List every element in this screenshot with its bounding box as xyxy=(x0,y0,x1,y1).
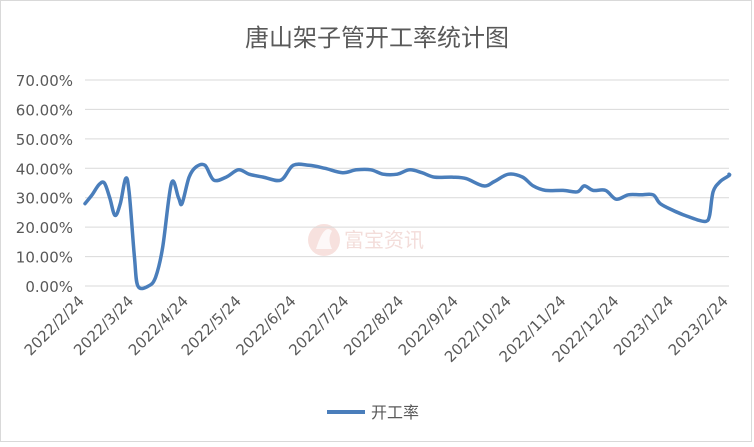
watermark-text: 富宝资讯 xyxy=(344,228,424,252)
watermark-logo-icon xyxy=(308,224,340,256)
y-tick-label: 60.00% xyxy=(16,101,73,119)
y-axis-tick-labels: 0.00% 10.00% 20.00% 30.00% 40.00% 50.00% 60.00… xyxy=(16,72,73,296)
series-line-0 xyxy=(83,162,732,291)
y-tick-label: 20.00% xyxy=(16,219,73,237)
watermark-logo-icon-shape xyxy=(316,229,332,249)
x-axis-tick-labels: 2022/2/242022/3/242022/4/242022/5/242022… xyxy=(21,292,732,366)
y-tick-label: 0.00% xyxy=(25,278,73,296)
legend: 开工率 xyxy=(327,403,419,422)
y-tick-label: 40.00% xyxy=(16,160,73,178)
watermark-logo: 富宝资讯 xyxy=(308,224,424,256)
y-tick-label: 30.00% xyxy=(16,190,73,208)
x-tick-label: 2023/2/24 xyxy=(665,292,732,359)
y-tick-label: 70.00% xyxy=(16,72,73,90)
y-tick-label: 10.00% xyxy=(16,249,73,267)
y-tick-label: 50.00% xyxy=(16,131,73,149)
legend-label-kaigonglv: 开工率 xyxy=(371,403,419,422)
chart-title: 唐山架子管开工率统计图 xyxy=(245,24,509,52)
series-group xyxy=(83,162,732,291)
